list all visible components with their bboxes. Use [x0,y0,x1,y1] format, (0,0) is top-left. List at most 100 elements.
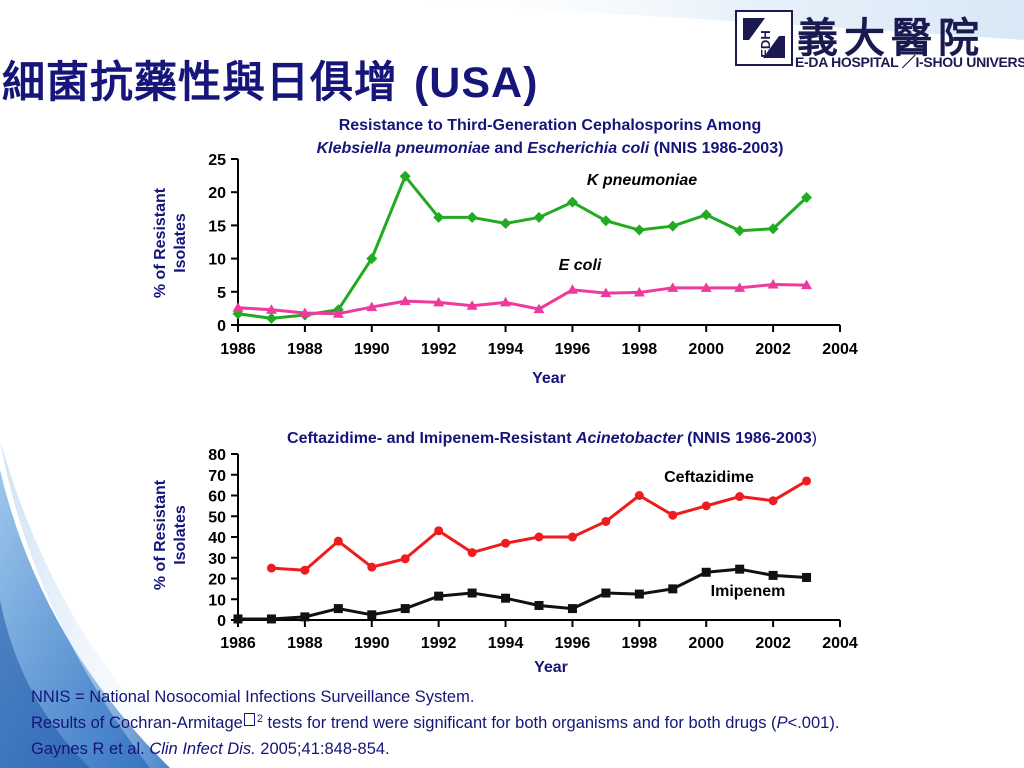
chart2-point-imipenem [802,572,812,582]
chart2-point-ceftazidime [266,563,276,573]
chart2-x-tick-label: 1994 [488,635,524,652]
chart1-point-e-coli [232,302,244,312]
citation-authors: Gaynes R et al. [31,740,150,758]
chart1-point-e-coli [332,308,344,318]
chart2-point-ceftazidime [367,562,377,572]
chart1-point-e-coli [466,300,478,310]
footnote-statistics-b: tests for trend were significant for bot… [262,714,777,732]
chart1-point-e-coli [801,279,813,290]
chart2-point-imipenem [400,604,410,614]
chart2-x-tick-label: 1990 [354,635,390,652]
chart1-xlabel: Year [532,370,566,387]
chart1-point-e-coli [533,303,545,314]
chart1-point-k-pneumoniae [667,220,679,232]
chart2-title-close: ) [812,430,817,447]
missing-glyph-icon [243,713,255,726]
chart2-label-ceftazidime: Ceftazidime [664,469,754,486]
chart2-point-imipenem [735,564,745,574]
chart2-point-ceftazidime [333,536,343,546]
chart1-point-k-pneumoniae [566,196,578,208]
chart1-point-k-pneumoniae [734,225,746,237]
chart2-point-imipenem [233,614,243,624]
chart1-y-tick-label: 5 [217,285,226,302]
chart1-point-k-pneumoniae [500,217,512,229]
slide-title-en: (USA) [413,59,539,107]
chart2-point-imipenem [567,604,577,614]
chart1-point-k-pneumoniae [399,170,411,182]
chart2-y-tick-label: 50 [208,509,226,526]
chart2-y-tick-label: 30 [208,551,226,568]
chart2-point-ceftazidime [601,516,611,526]
logo-text-en: E-DA HOSPITAL ／I-SHOU UNIVERSITY [795,54,1024,70]
footnote-p-symbol: P [776,714,788,732]
chart1-line-k-pneumoniae [237,174,808,320]
chart1-x-tick-label: 1992 [421,341,457,358]
chart2-point-imipenem [768,570,778,580]
chart2-point-ceftazidime [668,510,678,520]
footnotes: NNIS = National Nosocomial Infections Su… [31,686,1021,760]
chart1-point-e-coli [566,284,578,294]
chart2-y-tick-label: 20 [208,572,226,589]
chart2-y-tick-label: 0 [217,613,226,630]
chart1-x-tick-label: 2002 [755,341,791,358]
chart1-y-tick-label: 20 [208,185,226,202]
chart1-x-tick-label: 1994 [488,341,524,358]
chart1-ylabel-line1: % of Resistant [152,187,169,298]
chart2-ylabel-line2: Isolates [172,505,189,565]
chart2-point-ceftazidime [802,476,812,486]
chart2-x-tick-label: 1996 [555,635,591,652]
chart2-point-ceftazidime [300,565,310,575]
logo-text-cn: 義大醫院 [797,14,985,62]
citation-details: 2005;41:848-854. [255,740,390,758]
chart1-point-e-coli [667,282,679,292]
chart1-title-source: (NNIS 1986-2003) [649,140,783,157]
chart2-x-tick-label: 1992 [421,635,457,652]
chart2-point-ceftazidime [467,548,477,558]
chart1-x-tick-label: 2000 [688,341,724,358]
chart1-x-tick-label: 1988 [287,341,323,358]
chart2-y-tick-label: 70 [208,468,226,485]
chart2-label-imipenem: Imipenem [711,583,786,600]
chart2-point-imipenem [534,600,544,610]
slide-title-cn: 細菌抗藥性與日俱增 [2,58,398,108]
chart1-plot-area: 0 5 10 15 20 25 1986 1988 1990 1992 1994 1996 1998 20… [208,152,858,358]
chart1-point-k-pneumoniae [366,253,378,265]
chart1-title-line2: Klebsiella pneumoniae and Escherichia co… [317,140,784,157]
chart1-point-e-coli [299,307,311,318]
chart1-label-e-coli: E coli [559,257,602,274]
chart1-y-tick-label: 25 [208,152,226,169]
chart2-point-imipenem [367,610,377,620]
chart2-title: Ceftazidime- and Imipenem-Resistant Acin… [287,430,817,447]
chart1-x-tick-label: 1990 [354,341,390,358]
chart2-point-imipenem [467,588,477,598]
hospital-logo: EDH 義大醫院 E-DA HOSPITAL ／I-SHOU UNIVERSIT… [735,6,1024,70]
chart2-y-tick-label: 10 [208,592,226,609]
footnote-nnis: NNIS = National Nosocomial Infections Su… [31,688,475,706]
chart2-point-ceftazidime [701,501,711,511]
chart2-point-imipenem [634,589,644,599]
chart1-ylabel-line2: Isolates [172,213,189,273]
chart2-point-imipenem [266,614,276,624]
chart1-point-e-coli [734,282,746,292]
chart2-x-tick-label: 2000 [688,635,724,652]
logo-mark-text: EDH [758,30,773,57]
chart2-point-ceftazidime [735,492,745,502]
chart2-point-ceftazidime [634,491,644,500]
chart2-ylabel-line1: % of Resistant [152,479,169,590]
footnote-citation: Gaynes R et al. Clin Infect Dis. 2005;41… [31,738,1021,760]
edh-logo-mark: EDH [735,10,793,66]
chart1-y-tick-label: 10 [208,252,226,269]
chart1-point-k-pneumoniae [265,312,277,324]
chart2-point-imipenem [701,567,711,577]
chart1-x-tick-label: 1998 [622,341,658,358]
chart2-point-imipenem [601,588,611,598]
chart2-point-imipenem [333,604,343,614]
chart2-point-ceftazidime [768,496,778,506]
chart1-point-e-coli [633,286,645,297]
chart1-point-k-pneumoniae [466,211,478,223]
chart1-point-e-coli [265,304,277,314]
chart2-y-tick-label: 40 [208,530,226,547]
chart2-x-tick-label: 1988 [287,635,323,652]
chart2-point-imipenem [434,591,444,601]
chart1-point-k-pneumoniae [600,215,612,227]
